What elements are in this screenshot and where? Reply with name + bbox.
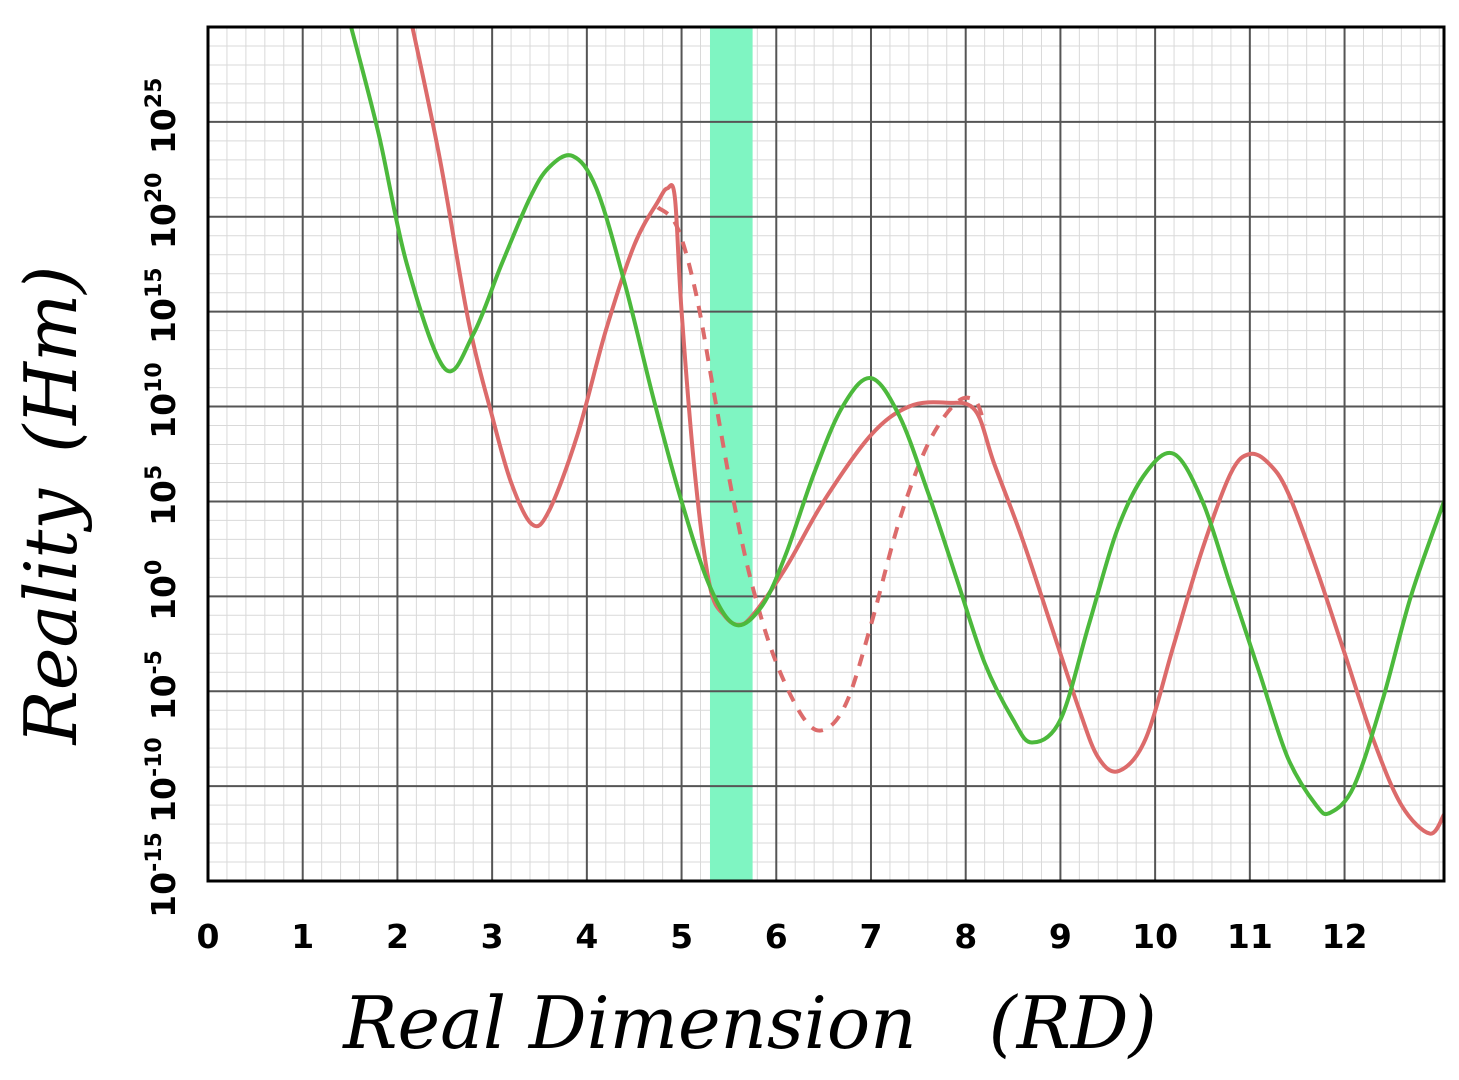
series-group <box>349 27 1444 836</box>
x-tick-label: 11 <box>1227 917 1273 956</box>
y-tick-exponent: 0 <box>142 560 167 575</box>
x-axis-title: Real Dimension (RD) <box>341 981 1156 1065</box>
x-tick-label: 5 <box>670 917 693 956</box>
series-green <box>349 27 1444 817</box>
y-tick-label: 100 <box>142 560 183 621</box>
y-tick-base: 10 <box>144 203 183 249</box>
x-tick-label: 6 <box>765 917 788 956</box>
y-tick-exponent: -15 <box>142 832 167 872</box>
highlight-band-rect <box>709 27 753 881</box>
x-tick-label: 4 <box>575 917 598 956</box>
y-axis-title: Reality (Hm) <box>9 266 93 747</box>
x-tick-label: 12 <box>1322 917 1368 956</box>
x-tick-labels: 0 1 2 3 4 5 6 7 8 9 10 11 12 <box>197 917 1368 956</box>
y-tick-base: 10 <box>144 298 183 344</box>
y-tick-base: 10 <box>144 480 183 526</box>
y-tick-exponent: 20 <box>142 173 167 204</box>
y-tick-label: 10-15 <box>142 832 183 918</box>
y-tick-exponent: 15 <box>142 267 167 298</box>
y-tick-label: 10-10 <box>142 737 183 823</box>
y-tick-base: 10 <box>144 575 183 621</box>
y-tick-label: 1010 <box>142 362 183 439</box>
x-tick-label: 3 <box>481 917 504 956</box>
y-tick-label: 1015 <box>142 267 183 344</box>
y-tick-base: 10 <box>144 393 183 439</box>
plot-frame <box>206 25 1446 883</box>
y-tick-label: 105 <box>142 465 183 526</box>
x-tick-label: 9 <box>1049 917 1072 956</box>
highlight-band <box>709 27 753 881</box>
y-tick-base: 10 <box>144 777 183 823</box>
x-tick-label: 8 <box>954 917 977 956</box>
series-red <box>410 27 1444 836</box>
x-tick-label: 1 <box>291 917 314 956</box>
y-tick-base: 10 <box>144 108 183 154</box>
x-tick-label: 2 <box>386 917 409 956</box>
y-tick-exponent: -10 <box>142 737 167 777</box>
x-tick-label: 7 <box>860 917 883 956</box>
y-tick-exponent: -5 <box>142 650 167 674</box>
y-tick-base: 10 <box>144 872 183 918</box>
y-tick-label: 1020 <box>142 173 183 250</box>
y-tick-exponent: 5 <box>142 465 167 480</box>
x-tick-label: 0 <box>197 917 220 956</box>
y-tick-label: 1025 <box>142 78 183 155</box>
series-red-dashed <box>656 205 987 733</box>
y-tick-label: 10-5 <box>142 650 183 720</box>
y-tick-exponent: 25 <box>142 78 167 109</box>
y-tick-base: 10 <box>144 674 183 720</box>
y-tick-exponent: 10 <box>142 362 167 393</box>
x-tick-label: 10 <box>1132 917 1178 956</box>
